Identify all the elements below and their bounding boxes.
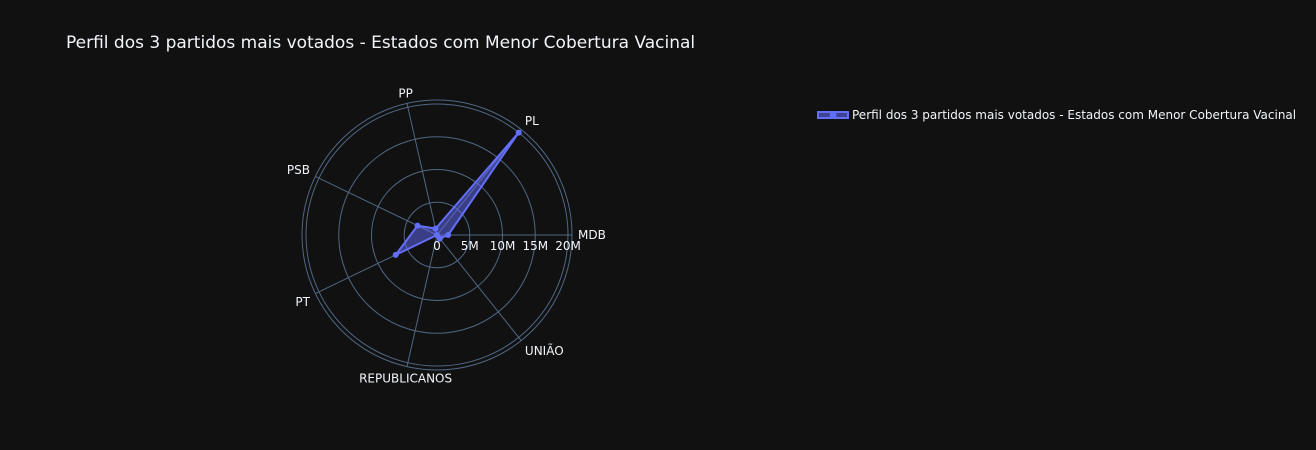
legend-label: Perfil dos 3 partidos mais votados - Est… [852,108,1297,122]
category-label-pl: PL [525,114,539,128]
data-point-união[interactable] [436,235,443,242]
data-point-pt[interactable] [392,251,399,258]
spoke-união [436,234,522,341]
category-label-união: UNIÃO [525,343,564,358]
radial-tick-label-3: 15M [522,239,548,253]
data-point-pp[interactable] [432,225,439,232]
chart-title: Perfil dos 3 partidos mais votados - Est… [66,33,696,53]
series-area-0[interactable] [394,131,520,256]
radial-tick-label-2: 10M [490,239,516,253]
data-point-pl[interactable] [515,129,522,136]
data-point-psb[interactable] [414,222,421,229]
category-label-pt: PT [295,295,310,309]
legend[interactable]: Perfil dos 3 partidos mais votados - Est… [816,106,1296,124]
category-label-mdb: MDB [578,228,606,242]
category-label-pp: PP [398,87,412,101]
spoke-republicanos [406,234,438,367]
radial-tick-label-4: 20M [555,239,581,253]
data-point-mdb[interactable] [445,232,452,238]
legend-swatch-icon [817,111,849,119]
category-label-republicanos: REPUBLICANOS [359,371,452,385]
radial-tick-label-1: 5M [461,239,479,253]
category-label-psb: PSB [287,163,310,177]
radar-series [392,129,522,258]
radar-labels: MDB PL PP PSB PT REPUBLICANOS UNIÃO 0 5M 10M 15M 20… [287,87,606,386]
spoke-pp [406,103,438,236]
radial-tick-label-0: 0 [433,239,441,253]
